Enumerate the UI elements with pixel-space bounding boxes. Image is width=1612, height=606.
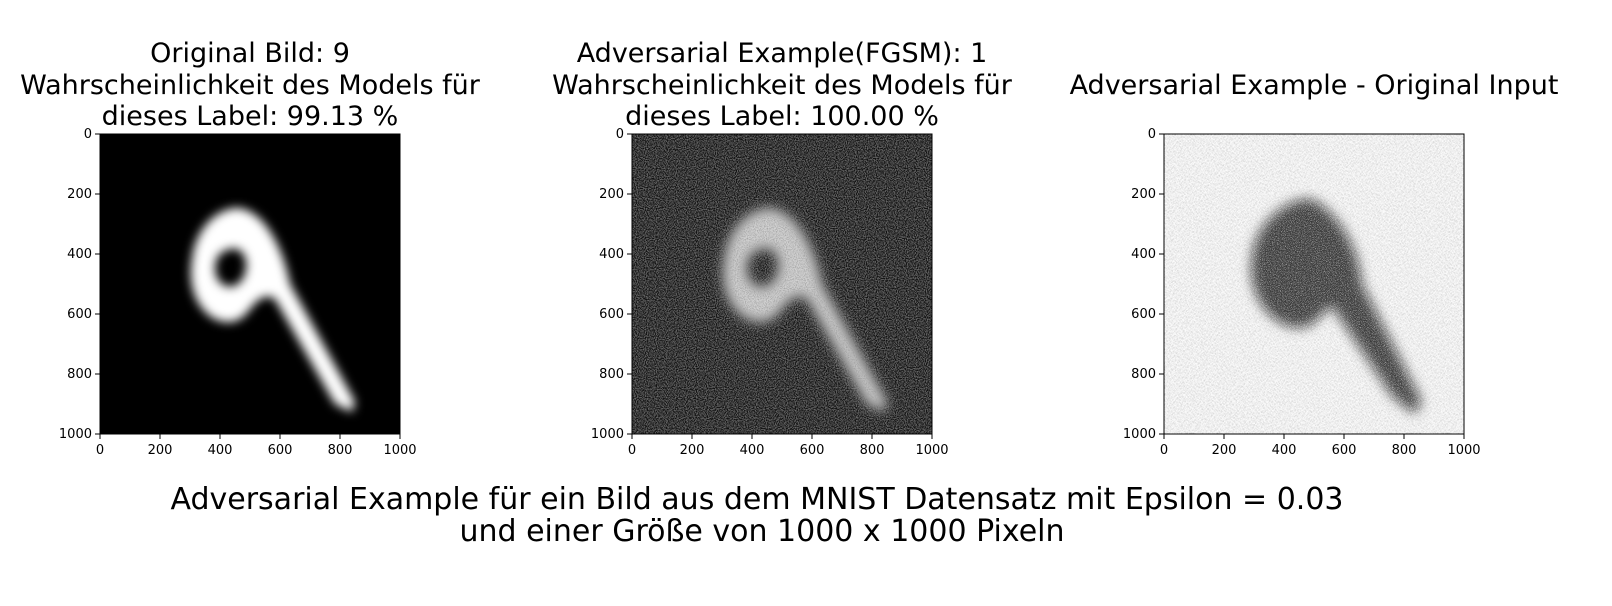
- x-tick-label: 0: [628, 443, 636, 458]
- y-tick-label: 600: [599, 307, 624, 322]
- x-tick-label: 400: [208, 443, 233, 458]
- x-tick-label: 200: [1212, 443, 1237, 458]
- axes-frame: [99, 133, 401, 435]
- x-tick-label: 1000: [915, 443, 948, 458]
- x-tick-label: 200: [680, 443, 705, 458]
- panel-adversarial-title-line-3: dieses Label: 100.00 %: [625, 101, 939, 132]
- panel-original: Original Bild: 9 Wahrscheinlichkeit des …: [20, 38, 481, 458]
- x-tick-label: 600: [268, 443, 293, 458]
- y-tick-label: 200: [1131, 187, 1156, 202]
- panel-original-title-line-1: Original Bild: 9: [150, 38, 350, 69]
- x-tick-label: 600: [1332, 443, 1357, 458]
- x-tick-label: 800: [328, 443, 353, 458]
- panel-adversarial-title-line-2: Wahrscheinlichkeit des Models für: [552, 70, 1013, 101]
- y-tick-label: 1000: [591, 427, 624, 442]
- y-tick-label: 800: [67, 367, 92, 382]
- x-axis: 0 200 400 600 800 1000: [1160, 434, 1481, 458]
- y-tick-label: 400: [1131, 247, 1156, 262]
- axes-frame: [1163, 133, 1465, 435]
- x-tick-label: 800: [1392, 443, 1417, 458]
- y-tick-label: 200: [67, 187, 92, 202]
- x-tick-label: 200: [148, 443, 173, 458]
- image-original-digit: [100, 134, 400, 434]
- panel-adversarial: Adversarial Example(FGSM): 1 Wahrscheinl…: [552, 38, 1013, 458]
- y-tick-label: 800: [1131, 367, 1156, 382]
- y-axis: 0 200 400 600 800 1000: [1123, 127, 1164, 442]
- y-axis: 0 200 400 600 800 1000: [591, 127, 632, 442]
- y-tick-label: 600: [67, 307, 92, 322]
- y-tick-label: 600: [1131, 307, 1156, 322]
- x-tick-label: 800: [860, 443, 885, 458]
- axes-frame: [631, 133, 933, 435]
- x-tick-label: 400: [740, 443, 765, 458]
- figure-caption-line-2: und einer Größe von 1000 x 1000 Pixeln: [459, 514, 1064, 549]
- x-axis: 0 200 400 600 800 1000: [96, 434, 417, 458]
- panel-difference: Adversarial Example - Original Input 0 20…: [1070, 70, 1559, 458]
- y-tick-label: 0: [1148, 127, 1156, 142]
- x-tick-label: 1000: [1447, 443, 1480, 458]
- y-tick-label: 800: [599, 367, 624, 382]
- x-tick-label: 0: [1160, 443, 1168, 458]
- image-perturbation: [1164, 134, 1464, 434]
- x-tick-label: 400: [1272, 443, 1297, 458]
- x-tick-label: 600: [800, 443, 825, 458]
- y-tick-label: 1000: [59, 427, 92, 442]
- y-tick-label: 1000: [1123, 427, 1156, 442]
- y-tick-label: 0: [84, 127, 92, 142]
- y-tick-label: 400: [67, 247, 92, 262]
- y-tick-label: 400: [599, 247, 624, 262]
- x-tick-label: 1000: [383, 443, 416, 458]
- panel-original-title-line-3: dieses Label: 99.13 %: [102, 101, 399, 132]
- y-axis: 0 200 400 600 800 1000: [59, 127, 100, 442]
- figure-caption-line-1: Adversarial Example für ein Bild aus dem…: [170, 482, 1343, 517]
- image-adversarial-digit: [632, 134, 932, 434]
- panel-adversarial-title-line-1: Adversarial Example(FGSM): 1: [577, 38, 988, 69]
- x-axis: 0 200 400 600 800 1000: [628, 434, 949, 458]
- panel-original-title-line-2: Wahrscheinlichkeit des Models für: [20, 70, 481, 101]
- panel-difference-title: Adversarial Example - Original Input: [1070, 70, 1559, 101]
- y-tick-label: 0: [616, 127, 624, 142]
- y-tick-label: 200: [599, 187, 624, 202]
- x-tick-label: 0: [96, 443, 104, 458]
